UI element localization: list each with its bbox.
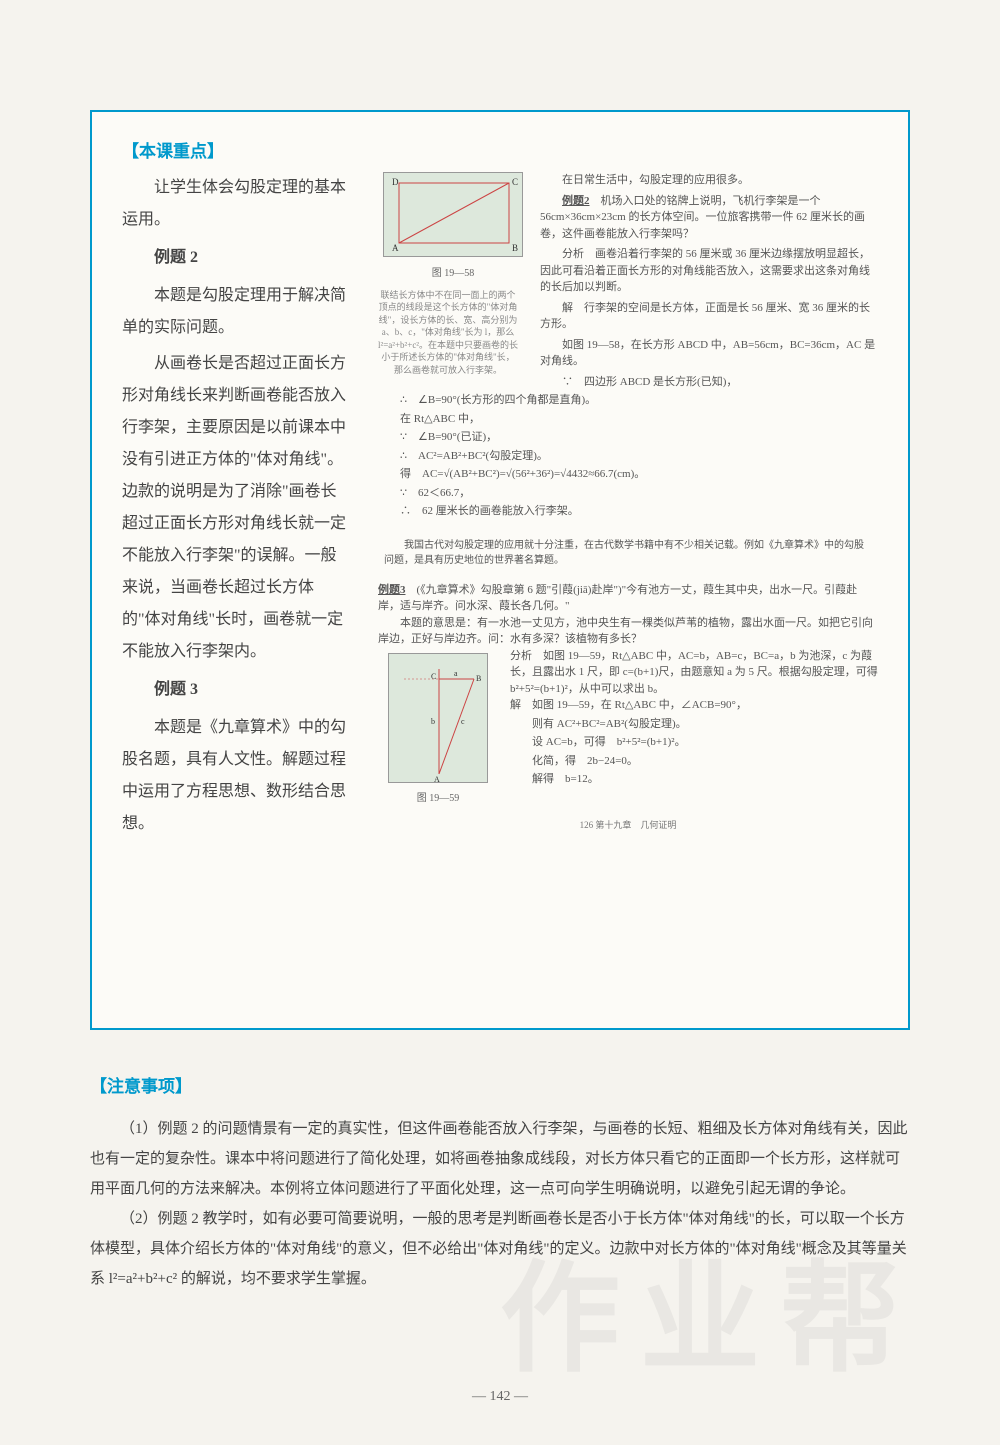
left-p2: 本题是勾股定理用于解决简单的实际问题。 bbox=[122, 280, 352, 344]
svg-text:b: b bbox=[431, 717, 435, 726]
svg-text:C: C bbox=[512, 177, 518, 187]
notes-section: 【注意事项】 （1）例题 2 的问题情景有一定的真实性，但这件画卷能否放入行李架… bbox=[90, 1070, 910, 1294]
svg-text:D: D bbox=[392, 177, 399, 187]
svg-text:B: B bbox=[512, 243, 518, 253]
ex3-label: 例题3 bbox=[378, 584, 406, 596]
f2: ∴ ∠B=90°(长方形的四个角都是直角)。 bbox=[378, 392, 878, 409]
r-p7: 本题的意思是：有一水池一丈见方，池中央生有一棵类似芦苇的植物，露出水面一尺。如把… bbox=[378, 615, 878, 648]
content-columns: 让学生体会勾股定理的基本运用。 例题 2 本题是勾股定理用于解决简单的实际问题。… bbox=[122, 172, 878, 844]
f4: ∵ ∠B=90°(已证)， bbox=[378, 429, 878, 446]
figure-1-svg: D C A B bbox=[383, 172, 523, 257]
f5: ∴ AC²=AB²+BC²(勾股定理)。 bbox=[378, 448, 878, 465]
figure-2-box: A B C a b c 图 19—59 bbox=[378, 653, 498, 807]
left-p1: 让学生体会勾股定理的基本运用。 bbox=[122, 172, 352, 236]
svg-text:A: A bbox=[434, 775, 440, 783]
r-p6: (《九章算术》勾股章第 6 题"引葭(jiā)赴岸")"今有池方一丈，葭生其中央… bbox=[378, 584, 857, 613]
figure-1-box: D C A B 图 19—58 联结长方体中不在同一面上的两个顶点的线段是这个长… bbox=[378, 172, 528, 377]
left-column: 让学生体会勾股定理的基本运用。 例题 2 本题是勾股定理用于解决简单的实际问题。… bbox=[122, 172, 352, 844]
note-p2: （2）例题 2 教学时，如有必要可简要说明，一般的思考是判断画卷长是否小于长方体… bbox=[90, 1204, 910, 1294]
svg-text:C: C bbox=[431, 672, 436, 681]
svg-text:B: B bbox=[476, 674, 481, 683]
f6: 得 AC=√(AB²+BC²)=√(56²+36²)=√4432≈66.7(cm… bbox=[378, 466, 878, 483]
svg-text:c: c bbox=[461, 717, 465, 726]
page-frame: 【本课重点】 让学生体会勾股定理的基本运用。 例题 2 本题是勾股定理用于解决简… bbox=[90, 110, 910, 1030]
right-column: D C A B 图 19—58 联结长方体中不在同一面上的两个顶点的线段是这个长… bbox=[378, 172, 878, 833]
chapter-footer: 126 第十九章 几何证明 bbox=[378, 819, 878, 833]
notes-title: 【注意事项】 bbox=[90, 1070, 910, 1104]
f7: ∵ 62＜66.7， bbox=[378, 485, 878, 502]
svg-text:A: A bbox=[392, 243, 399, 253]
history-box: 我国古代对勾股定理的应用就十分注重，在古代数学书籍中有不少相关记载。例如《九章算… bbox=[378, 532, 878, 574]
left-p4: 本题是《九章算术》中的勾股名题，具有人文性。解题过程中运用了方程思想、数形结合思… bbox=[122, 712, 352, 840]
figure-1-caption: 图 19—58 bbox=[378, 266, 528, 281]
page-number: — 142 — bbox=[0, 1389, 1000, 1405]
ex2-label: 例题2 bbox=[562, 195, 590, 207]
ex3-title: 例题 3 bbox=[122, 674, 352, 706]
r-ex3: 例题3 (《九章算术》勾股章第 6 题"引葭(jiā)赴岸")"今有池方一丈，葭… bbox=[378, 582, 878, 615]
svg-text:a: a bbox=[454, 669, 458, 678]
note-p1: （1）例题 2 的问题情景有一定的真实性，但这件画卷能否放入行李架，与画卷的长短… bbox=[90, 1114, 910, 1204]
left-p3: 从画卷长是否超过正面长方形对角线长来判断画卷能否放入行李架，主要原因是以前课本中… bbox=[122, 348, 352, 668]
side-note: 联结长方体中不在同一面上的两个顶点的线段是这个长方体的"体对角线"，设长方体的长… bbox=[378, 289, 518, 377]
section-title-1: 【本课重点】 bbox=[122, 137, 878, 162]
f3: 在 Rt△ABC 中， bbox=[378, 411, 878, 428]
figure-2-svg: A B C a b c bbox=[388, 653, 488, 783]
figure-2-caption: 图 19—59 bbox=[378, 791, 498, 806]
f8: ∴ 62 厘米长的画卷能放入行李架。 bbox=[378, 503, 878, 520]
ex2-title: 例题 2 bbox=[122, 242, 352, 274]
